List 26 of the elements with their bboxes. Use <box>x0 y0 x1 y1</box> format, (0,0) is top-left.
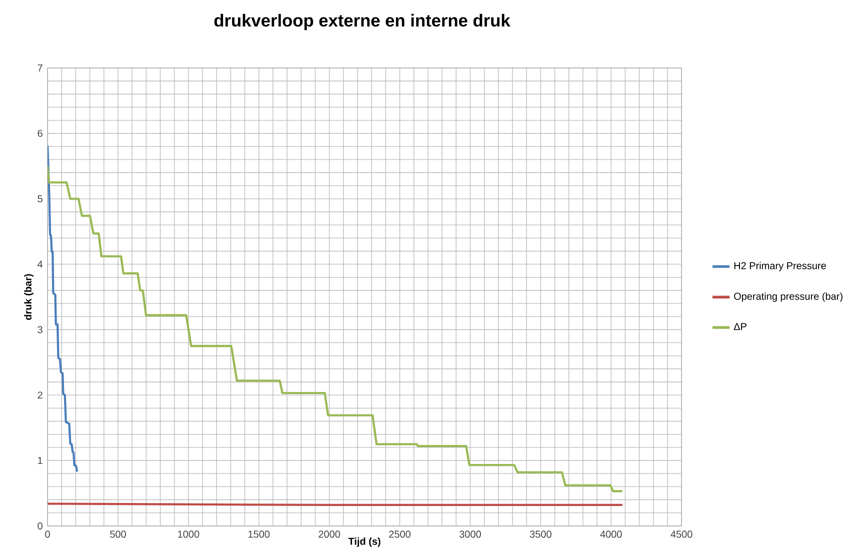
chart-title: drukverloop externe en interne druk <box>214 14 510 30</box>
x-tick-label: 3000 <box>459 530 481 538</box>
y-tick-label: 6 <box>38 130 42 137</box>
legend-label: Operating pressure (bar) <box>734 292 842 302</box>
x-tick-label: 3500 <box>530 530 552 538</box>
x-tick-label: 4500 <box>670 530 692 538</box>
line-series <box>48 165 624 492</box>
x-tick-label: 2000 <box>318 530 340 538</box>
x-tick-label: 1000 <box>178 530 200 538</box>
x-tick-label: 4000 <box>600 530 622 538</box>
x-tick-label: 0 <box>45 530 50 538</box>
x-tick-label: 2500 <box>389 530 410 538</box>
y-axis-title: druk (bar) <box>24 274 34 320</box>
x-axis-title: Tijd (s) <box>348 538 380 547</box>
x-tick-label: 500 <box>110 530 126 538</box>
line-series <box>48 144 78 473</box>
y-tick-label: 1 <box>38 457 42 464</box>
y-tick-label: 3 <box>38 326 42 334</box>
x-tick-label: 1500 <box>248 530 270 538</box>
y-tick-label: 7 <box>38 64 42 72</box>
legend-label: ΔP <box>734 323 746 330</box>
y-tick-label: 2 <box>38 392 42 399</box>
y-tick-label: 5 <box>38 195 42 202</box>
legend-label: H2 Primary Pressure <box>734 262 826 272</box>
y-tick-label: 0 <box>38 522 42 530</box>
y-tick-label: 4 <box>38 260 43 268</box>
